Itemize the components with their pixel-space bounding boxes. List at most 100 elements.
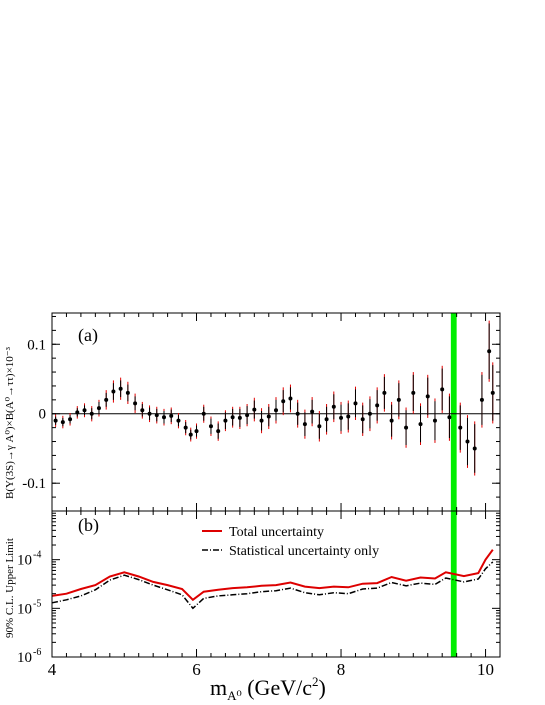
legend-label-stat: Statistical uncertainty only	[229, 544, 379, 559]
data-point	[389, 418, 394, 423]
y-tick-exponent-b: -6	[33, 647, 41, 658]
data-point	[252, 407, 257, 412]
data-point	[487, 349, 492, 354]
data-point	[147, 411, 152, 416]
data-point	[411, 390, 416, 395]
limit-curves	[51, 549, 494, 610]
data-point	[245, 413, 250, 418]
y-axis-label-a: B(Υ(3S)→γ A⁰)×B(A⁰→ττ)×10⁻³	[4, 346, 16, 499]
x-tick-label: 6	[192, 660, 201, 679]
data-point	[60, 420, 65, 425]
data-point	[396, 397, 401, 402]
data-point	[223, 418, 228, 423]
panel-b: 10 -610 -510 -44 6 8 10 (b) 90% C.L. Upper Lim…	[4, 510, 501, 703]
y-tick-label-b: 10	[17, 553, 32, 569]
data-point	[68, 417, 73, 422]
y-tick-label-a: 0	[39, 407, 47, 423]
data-point	[447, 415, 452, 420]
data-point	[346, 414, 351, 419]
series-total-uncertainty	[51, 549, 494, 602]
y-axis-label-b: 90% C.L. Upper Limit	[4, 538, 16, 638]
series-stat-uncertainty	[51, 561, 494, 610]
data-point	[360, 417, 365, 422]
data-point	[274, 408, 278, 413]
data-point	[111, 389, 116, 394]
data-point	[432, 418, 437, 423]
x-tick-label: 10	[477, 660, 494, 679]
data-point	[194, 429, 199, 434]
data-point	[183, 425, 188, 430]
data-point	[188, 432, 193, 437]
data-point	[310, 409, 315, 414]
data-point	[154, 413, 159, 418]
data-point	[479, 397, 484, 402]
data-point	[331, 404, 336, 409]
data-point	[176, 418, 181, 423]
data-point	[367, 411, 372, 416]
panel-label-b: (b)	[78, 515, 99, 536]
data-point	[425, 394, 430, 399]
data-point	[317, 424, 322, 429]
panel-label-a: (a)	[78, 325, 98, 346]
y-tick-exponent-b: -4	[33, 550, 41, 561]
data-point	[259, 418, 264, 423]
data-point	[201, 411, 206, 416]
data-point	[465, 439, 470, 444]
data-point	[472, 446, 477, 451]
data-point	[230, 415, 235, 420]
data-point	[53, 418, 58, 423]
y-tick-exponent-b: -5	[33, 598, 41, 609]
data-point	[266, 414, 271, 419]
data-point	[288, 396, 293, 401]
frame-b	[51, 510, 501, 658]
x-axis-label-unit: (GeV/c	[242, 675, 312, 700]
y-tick-label-a: -0.1	[22, 476, 46, 492]
data-point	[237, 415, 242, 420]
data-point	[404, 425, 409, 430]
data-point	[295, 411, 300, 416]
panel-a: -0.1 0 0.1 (a) B(Υ(3S)→γ A⁰)×B(A⁰→ττ)×10⁻³	[4, 312, 501, 512]
data-point	[324, 417, 329, 422]
data-points	[53, 320, 495, 476]
data-point	[96, 406, 101, 411]
data-point	[162, 415, 166, 420]
data-point	[302, 422, 307, 427]
data-point	[339, 415, 344, 420]
x-tick-label: 4	[48, 660, 57, 679]
legend-label-total: Total uncertainty	[229, 525, 324, 540]
data-point	[104, 397, 109, 402]
x-axis-label-end: )	[318, 675, 325, 700]
legend: Total uncertainty Statistical uncertaint…	[202, 525, 379, 559]
data-point	[89, 411, 94, 416]
data-point	[490, 390, 495, 395]
data-point	[281, 399, 286, 404]
y-tick-label-b: 10	[17, 650, 32, 666]
x-axis-label: mA⁰ (GeV/c2)	[210, 674, 326, 703]
x-axis-label-sup: 2	[312, 674, 319, 689]
data-point	[353, 401, 358, 406]
excluded-region-b	[450, 511, 457, 657]
data-point	[75, 410, 80, 415]
data-point	[375, 403, 380, 408]
data-point	[216, 429, 221, 434]
data-point	[382, 390, 387, 395]
data-point	[169, 413, 174, 418]
excluded-region-a	[450, 313, 457, 511]
data-point	[208, 424, 213, 429]
x-axis-label-sub: A⁰	[227, 688, 242, 703]
data-point	[133, 401, 138, 406]
x-tick-label: 8	[337, 660, 346, 679]
data-point	[140, 408, 145, 413]
data-point	[125, 390, 130, 395]
data-point	[82, 408, 87, 413]
data-point	[418, 422, 423, 427]
axis-ticks-b: 10 -610 -510 -44 6 8 10	[17, 511, 501, 679]
axis-ticks-a: -0.1 0 0.1	[22, 313, 501, 511]
y-tick-label-a: 0.1	[27, 337, 46, 353]
data-point	[458, 425, 463, 430]
data-point	[440, 387, 445, 392]
x-axis-label-m: m	[210, 675, 227, 700]
data-point	[118, 386, 123, 391]
y-tick-label-b: 10	[17, 601, 32, 617]
